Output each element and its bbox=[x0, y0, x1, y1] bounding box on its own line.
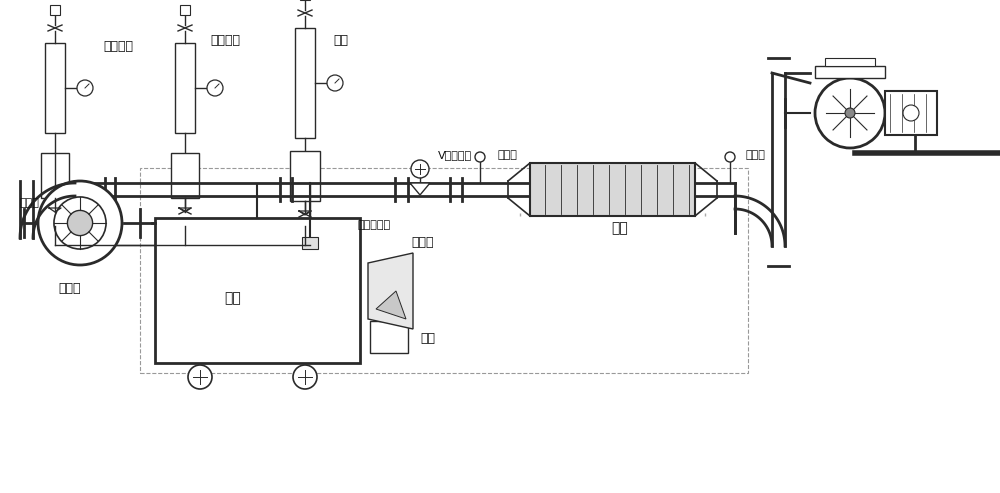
Circle shape bbox=[77, 80, 93, 96]
Bar bbox=[180, 5, 190, 15]
Bar bbox=[370, 321, 408, 353]
Text: 氮氧化物: 氮氧化物 bbox=[210, 35, 240, 47]
Circle shape bbox=[475, 152, 485, 162]
Circle shape bbox=[845, 108, 855, 118]
Bar bbox=[885, 91, 937, 135]
Bar bbox=[815, 66, 885, 78]
Text: 風门: 風门 bbox=[420, 331, 436, 345]
Circle shape bbox=[67, 211, 93, 236]
Text: V锥流量计: V锥流量计 bbox=[438, 150, 472, 160]
Circle shape bbox=[411, 160, 429, 178]
Bar bbox=[41, 153, 69, 198]
Bar bbox=[155, 218, 360, 363]
Circle shape bbox=[207, 80, 223, 96]
Bar bbox=[302, 237, 318, 249]
Text: 热电偶: 热电偶 bbox=[498, 150, 518, 160]
Circle shape bbox=[903, 105, 919, 121]
Text: 缓冲罐: 缓冲罐 bbox=[20, 198, 40, 208]
Circle shape bbox=[725, 152, 735, 162]
Text: 氮气: 氮气 bbox=[333, 35, 348, 47]
Bar bbox=[175, 43, 195, 133]
Text: 热电偶: 热电偶 bbox=[745, 150, 765, 160]
Circle shape bbox=[815, 78, 885, 148]
Polygon shape bbox=[368, 253, 413, 329]
Text: 二氧化硫: 二氧化硫 bbox=[103, 39, 133, 52]
Bar bbox=[295, 28, 315, 138]
Circle shape bbox=[54, 197, 106, 249]
Circle shape bbox=[293, 365, 317, 389]
Bar bbox=[171, 153, 199, 198]
Polygon shape bbox=[410, 183, 430, 195]
Bar bbox=[45, 43, 65, 133]
Bar bbox=[295, 218, 315, 232]
Bar bbox=[45, 218, 65, 232]
Text: 转子流量计: 转子流量计 bbox=[357, 220, 390, 230]
Circle shape bbox=[188, 365, 212, 389]
Circle shape bbox=[327, 75, 343, 91]
Bar bbox=[530, 163, 695, 216]
Circle shape bbox=[38, 181, 122, 265]
Bar bbox=[50, 5, 60, 15]
Text: 燃烧器: 燃烧器 bbox=[412, 237, 434, 249]
Text: 炉膛: 炉膛 bbox=[225, 291, 241, 305]
Text: 支撑: 支撑 bbox=[612, 221, 628, 235]
Text: 换热器: 换热器 bbox=[59, 282, 81, 294]
Bar bbox=[290, 151, 320, 201]
Bar bbox=[140, 168, 748, 373]
Polygon shape bbox=[376, 291, 406, 319]
Bar bbox=[175, 218, 195, 232]
Bar bbox=[825, 58, 875, 66]
